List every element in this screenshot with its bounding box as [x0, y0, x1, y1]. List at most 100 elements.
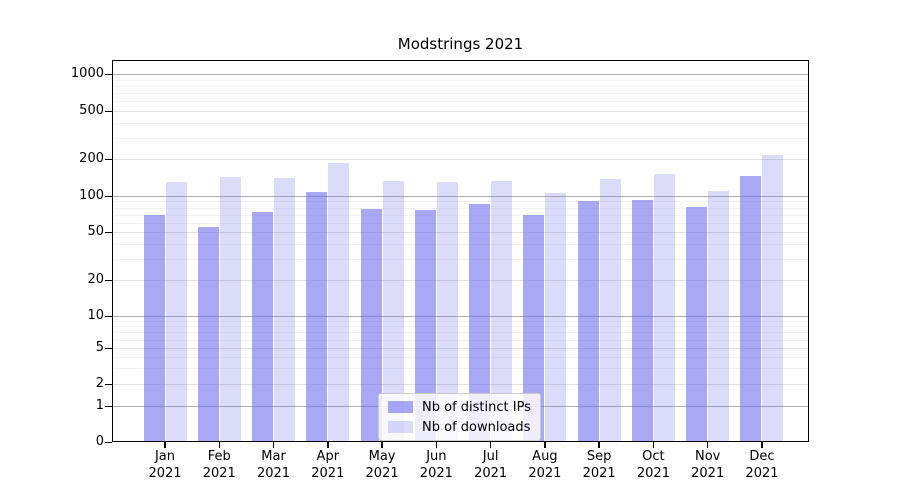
- bar-downloads-feb: [219, 176, 241, 442]
- x-tick: [652, 442, 655, 448]
- y-tick: [105, 405, 112, 407]
- legend-swatch-distinct-ips: [388, 401, 413, 413]
- bar-downloads-aug: [545, 192, 567, 442]
- gridline-minor: [112, 214, 809, 216]
- gridline: [112, 280, 809, 281]
- bar-downloads-nov: [708, 190, 730, 442]
- y-tick-label: 20: [87, 272, 104, 287]
- gridline-minor: [112, 356, 809, 358]
- y-tick: [105, 231, 112, 233]
- y-tick-label: 100: [79, 188, 104, 203]
- bar-downloads-oct: [653, 174, 675, 442]
- x-tick: [761, 442, 763, 448]
- y-tick: [105, 73, 112, 75]
- x-tick: [327, 442, 329, 448]
- bar-distinct-ips-dec: [740, 175, 762, 442]
- y-tick: [105, 315, 112, 317]
- bar-distinct-ips-aug: [523, 214, 545, 442]
- y-tick: [105, 110, 112, 112]
- bar-distinct-ips-mar: [252, 211, 274, 442]
- legend-item-distinct-ips: Nb of distinct IPs: [388, 398, 531, 416]
- y-tick-label: 10: [87, 308, 104, 323]
- gridline: [112, 348, 809, 349]
- legend-item-downloads: Nb of downloads: [388, 418, 531, 436]
- y-tick: [105, 158, 112, 160]
- bar-distinct-ips-feb: [197, 227, 219, 442]
- y-tick-label: 50: [87, 224, 104, 239]
- gridline-minor: [112, 222, 809, 224]
- bar-downloads-jul: [491, 180, 513, 442]
- gridline-minor: [112, 137, 809, 139]
- gridline-minor: [112, 207, 809, 209]
- y-tick: [105, 441, 112, 443]
- x-tick-label: Jul 2021: [474, 449, 508, 481]
- gridline-minor: [112, 243, 809, 245]
- bar-downloads-jan: [165, 182, 187, 442]
- bar-distinct-ips-nov: [686, 206, 708, 442]
- gridline-minor: [112, 339, 809, 341]
- x-tick: [218, 442, 221, 448]
- x-tick-label: Dec 2021: [745, 449, 779, 481]
- bar-distinct-ips-jun: [414, 209, 436, 442]
- y-tick-label: 0: [95, 434, 104, 449]
- gridline: [112, 111, 809, 112]
- x-tick-label: Apr 2021: [311, 449, 345, 481]
- legend-swatch-downloads: [388, 421, 413, 433]
- gridline-minor: [112, 85, 809, 87]
- x-tick: [489, 442, 492, 448]
- gridline: [112, 384, 809, 385]
- bar-distinct-ips-apr: [306, 191, 328, 442]
- gridline-minor: [112, 122, 809, 124]
- legend-label-distinct-ips: Nb of distinct IPs: [422, 399, 531, 415]
- y-tick-label: 500: [79, 103, 104, 118]
- x-tick-label: May 2021: [365, 449, 399, 481]
- bar-downloads-mar: [274, 178, 296, 442]
- y-tick-label: 1: [95, 398, 104, 413]
- gridline-minor: [112, 93, 809, 95]
- x-tick-label: Feb 2021: [202, 449, 236, 481]
- y-tick-label: 5: [95, 340, 104, 355]
- y-tick: [105, 195, 112, 197]
- gridline: [112, 232, 809, 233]
- chart-title: Modstrings 2021: [397, 35, 524, 53]
- x-tick: [164, 442, 166, 448]
- gridline-minor: [112, 258, 809, 260]
- x-tick: [381, 442, 383, 448]
- gridline: [112, 316, 809, 317]
- bar-downloads-dec: [762, 155, 784, 442]
- gridline-minor: [112, 332, 809, 334]
- x-tick-label: Jan 2021: [148, 449, 182, 481]
- x-tick: [272, 442, 275, 448]
- gridline-minor: [112, 101, 809, 103]
- bar-distinct-ips-jan: [143, 214, 165, 442]
- x-tick: [598, 442, 600, 448]
- gridline: [112, 196, 809, 197]
- bar-distinct-ips-oct: [631, 199, 653, 442]
- gridline: [112, 159, 809, 160]
- gridline-minor: [112, 320, 809, 322]
- bar-downloads-jun: [436, 182, 458, 442]
- bar-downloads-may: [382, 181, 404, 442]
- bar-downloads-apr: [328, 162, 350, 442]
- gridline-minor: [112, 79, 809, 81]
- bar-downloads-sep: [599, 178, 621, 442]
- gridline: [112, 74, 809, 75]
- x-tick-label: Oct 2021: [636, 449, 670, 481]
- x-tick: [435, 442, 438, 448]
- bar-distinct-ips-may: [360, 208, 382, 442]
- plot-area: 0 1 2 5 10 20 50 100 200 500 1000 Jan 2021 Feb 2021 Ma…: [71, 60, 809, 481]
- gridline-minor: [112, 201, 809, 203]
- y-tick: [105, 383, 112, 385]
- gridline-minor: [112, 368, 809, 370]
- x-tick-label: Sep 2021: [582, 449, 616, 481]
- x-tick-label: Jun 2021: [419, 449, 453, 481]
- x-tick-label: Mar 2021: [256, 449, 291, 481]
- bar-distinct-ips-jul: [469, 204, 491, 442]
- x-tick: [544, 442, 546, 448]
- gridline-minor: [112, 326, 809, 328]
- y-tick: [105, 347, 112, 349]
- x-tick-label: Aug 2021: [528, 449, 562, 481]
- x-tick: [706, 442, 709, 448]
- bar-distinct-ips-sep: [577, 200, 599, 442]
